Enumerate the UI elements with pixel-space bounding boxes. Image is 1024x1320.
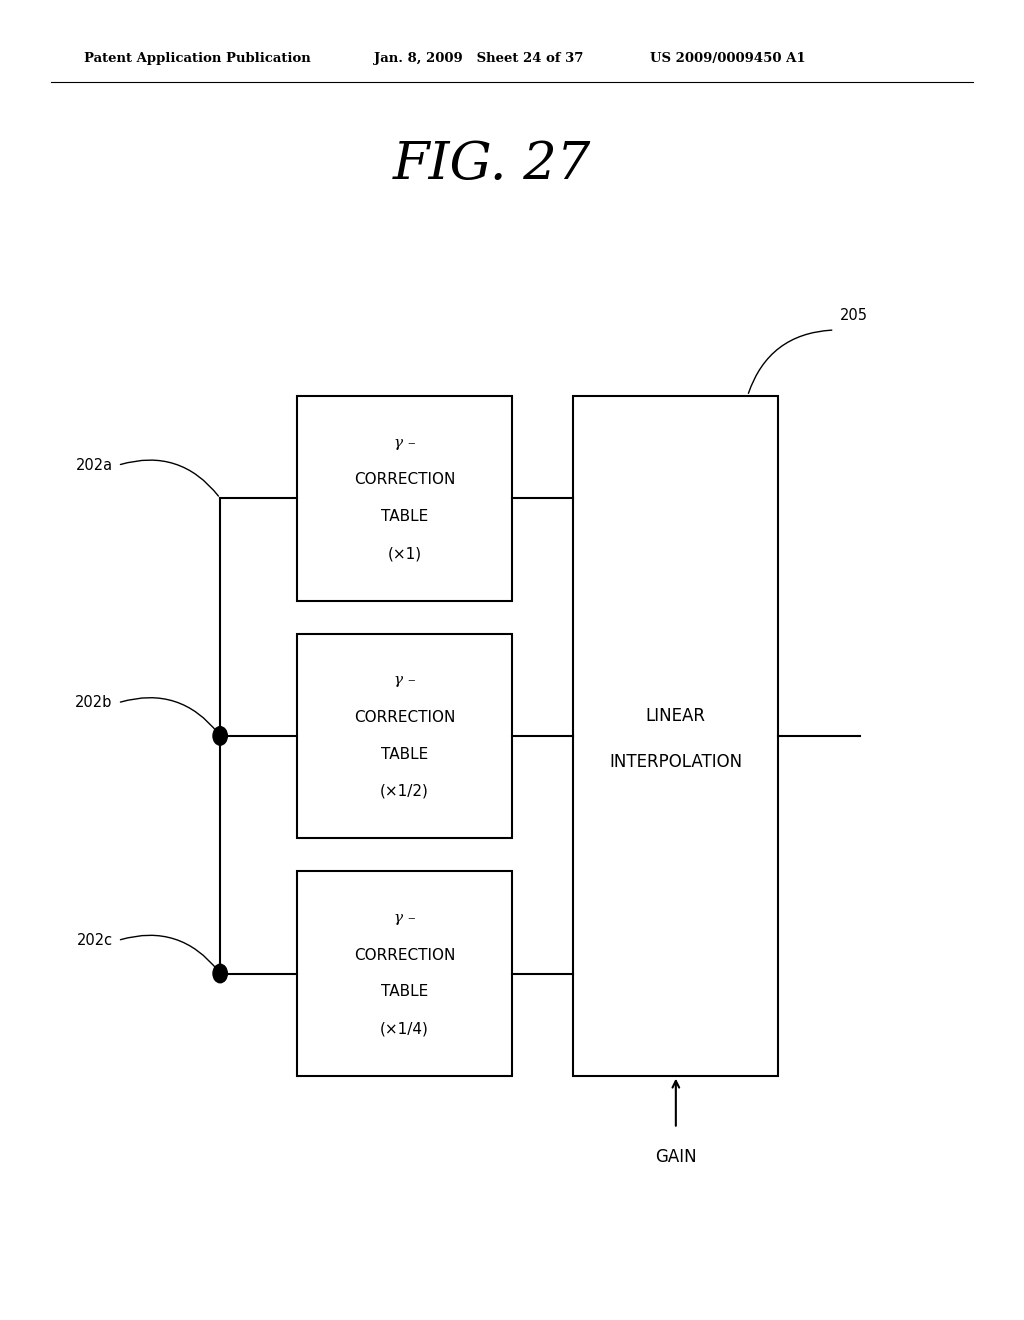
Text: CORRECTION: CORRECTION [354, 473, 455, 487]
Text: GAIN: GAIN [655, 1148, 696, 1167]
Text: TABLE: TABLE [381, 747, 428, 762]
Text: 202c: 202c [77, 933, 113, 948]
Text: FIG. 27: FIG. 27 [392, 140, 591, 190]
Text: US 2009/0009450 A1: US 2009/0009450 A1 [650, 51, 806, 65]
Bar [297, 396, 512, 601]
Text: (×1/2): (×1/2) [380, 784, 429, 799]
Text: γ –: γ – [393, 673, 416, 688]
Text: γ –: γ – [393, 911, 416, 925]
Text: 205: 205 [840, 309, 867, 323]
Text: (×1): (×1) [387, 546, 422, 561]
Bar [573, 396, 778, 1076]
Text: Patent Application Publication: Patent Application Publication [84, 51, 310, 65]
Text: TABLE: TABLE [381, 510, 428, 524]
Text: 202b: 202b [76, 696, 113, 710]
Text: 202a: 202a [76, 458, 113, 473]
Text: CORRECTION: CORRECTION [354, 710, 455, 725]
Circle shape [213, 726, 227, 744]
Text: (×1/4): (×1/4) [380, 1022, 429, 1036]
Text: γ –: γ – [393, 436, 416, 450]
Text: CORRECTION: CORRECTION [354, 948, 455, 962]
Circle shape [213, 964, 227, 982]
Text: Jan. 8, 2009   Sheet 24 of 37: Jan. 8, 2009 Sheet 24 of 37 [374, 51, 583, 65]
Bar [297, 634, 512, 838]
Text: LINEAR: LINEAR [646, 708, 706, 725]
Bar [297, 871, 512, 1076]
Text: TABLE: TABLE [381, 985, 428, 999]
Text: INTERPOLATION: INTERPOLATION [609, 754, 742, 771]
